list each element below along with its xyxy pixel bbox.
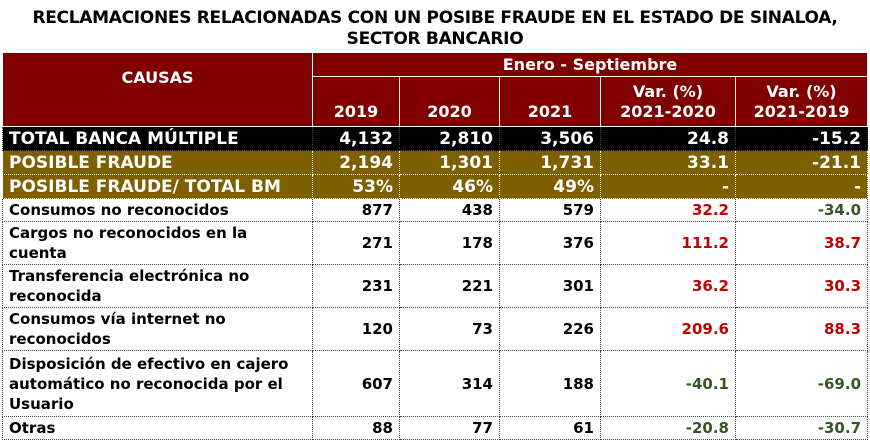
cell-y2019: 4,132 <box>312 126 400 151</box>
cell-y2020: 1,301 <box>399 150 500 175</box>
cell-y2019: 53% <box>312 174 400 199</box>
row-label: Cargos no reconocidos en la cuenta <box>2 221 313 265</box>
cell-var1: 36.2 <box>600 264 736 308</box>
cell-var1: - <box>600 174 736 199</box>
row-label: POSIBLE FRAUDE <box>2 150 313 175</box>
cell-y2020: 2,810 <box>399 126 500 151</box>
table-row: Transferencia electrónica no reconocida 2… <box>2 264 869 308</box>
cell-y2021: 1,731 <box>499 150 601 175</box>
row-label: POSIBLE FRAUDE/ TOTAL BM <box>2 174 313 199</box>
header-period: Enero - Septiembre <box>311 52 869 77</box>
cell-var2: 30.3 <box>734 264 869 308</box>
header-2021: 2021 <box>499 76 601 127</box>
cell-var2: 88.3 <box>734 307 869 351</box>
cell-var2: 38.7 <box>734 221 869 265</box>
cell-y2021: 301 <box>499 264 601 308</box>
cell-y2021: 49% <box>499 174 601 199</box>
row-label: Transferencia electrónica no reconocida <box>2 264 313 308</box>
fraud-claims-table: CAUSAS Enero - Septiembre 2019 2020 2021… <box>2 52 869 440</box>
row-label: TOTAL BANCA MÚLTIPLE <box>2 126 313 151</box>
cell-y2020: 438 <box>399 198 500 222</box>
cell-y2019: 271 <box>312 221 400 265</box>
cell-y2019: 607 <box>312 350 400 417</box>
cell-y2021: 3,506 <box>499 126 601 151</box>
cell-var2: -69.0 <box>734 350 869 417</box>
row-label: Consumos no reconocidos <box>2 198 313 222</box>
cell-var1: 33.1 <box>600 150 736 175</box>
cell-y2020: 314 <box>399 350 500 417</box>
table-row: Consumos no reconocidos 877 438 579 32.2 -34.… <box>2 198 869 222</box>
cell-y2019: 88 <box>312 416 400 440</box>
row-label: Consumos vía internet no reconocidos <box>2 307 313 351</box>
cell-y2020: 77 <box>399 416 500 440</box>
header-causas: CAUSAS <box>2 52 313 127</box>
table-row: Consumos vía internet no reconocidos 120 7… <box>2 307 869 351</box>
fraud-summary-row: POSIBLE FRAUDE/ TOTAL BM 53% 46% 49% - - <box>2 174 869 199</box>
cell-y2021: 376 <box>499 221 601 265</box>
cell-var2: -15.2 <box>734 126 869 151</box>
table-title: RECLAMACIONES RELACIONADAS CON UN POSIBE… <box>32 8 838 49</box>
cell-var2: -34.0 <box>734 198 869 222</box>
total-row: TOTAL BANCA MÚLTIPLE 4,132 2,810 3,506 24.8-… <box>2 126 869 151</box>
cell-var1: 32.2 <box>600 198 736 222</box>
cell-var1: 209.6 <box>600 307 736 351</box>
cell-var2: -21.1 <box>734 150 869 175</box>
table-row: Otras 88 77 61 -20.8 -30.7 <box>2 416 869 440</box>
fraud-summary-row: POSIBLE FRAUDE 2,194 1,301 1,731 33.1 -21.1 <box>2 150 869 175</box>
cell-y2020: 73 <box>399 307 500 351</box>
cell-var1: -40.1 <box>600 350 736 417</box>
cell-y2019: 120 <box>312 307 400 351</box>
cell-var1: 24.8 <box>600 126 736 151</box>
row-label: Otras <box>2 416 313 440</box>
header-var-2021-2020: Var. (%) 2021-2020 <box>600 76 736 127</box>
header-2020: 2020 <box>399 76 500 127</box>
cell-y2019: 877 <box>312 198 400 222</box>
cell-y2020: 221 <box>399 264 500 308</box>
table-row: Cargos no reconocidos en la cuenta 271 178… <box>2 221 869 265</box>
table-row: Disposición de efectivo en cajero automá… <box>2 350 869 417</box>
cell-y2021: 61 <box>499 416 601 440</box>
row-label: Disposición de efectivo en cajero automá… <box>2 350 313 417</box>
cell-y2019: 231 <box>312 264 400 308</box>
cell-y2019: 2,194 <box>312 150 400 175</box>
cell-var1: 111.2 <box>600 221 736 265</box>
cell-var2: -30.7 <box>734 416 869 440</box>
header-2019: 2019 <box>312 76 400 127</box>
cell-y2020: 178 <box>399 221 500 265</box>
cell-y2021: 579 <box>499 198 601 222</box>
cell-var1: -20.8 <box>600 416 736 440</box>
header-var-2021-2019: Var. (%) 2021-2019 <box>734 76 869 127</box>
cell-var2: - <box>734 174 869 199</box>
cell-y2021: 226 <box>499 307 601 351</box>
cell-y2020: 46% <box>399 174 500 199</box>
cell-y2021: 188 <box>499 350 601 417</box>
